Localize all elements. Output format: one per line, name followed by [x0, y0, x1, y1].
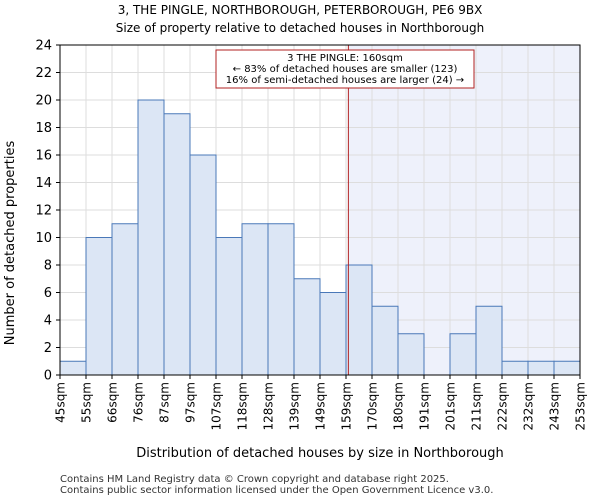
annotation-box	[215, 49, 475, 89]
bar	[397, 333, 425, 376]
annotation-line-3: 16% of semi-detached houses are larger (…	[226, 75, 464, 86]
bar	[241, 223, 269, 376]
bar	[267, 223, 295, 376]
x-tick-label: 149sqm	[314, 382, 328, 430]
y-tick-label: 18	[35, 121, 52, 136]
y-tick-label: 2	[44, 341, 52, 356]
y-tick-label: 24	[35, 39, 52, 54]
x-tick-label: 118sqm	[236, 382, 250, 430]
x-tick-label: 170sqm	[366, 382, 380, 430]
x-tick-label: 191sqm	[418, 382, 432, 430]
y-tick-label: 12	[35, 204, 52, 219]
bar	[527, 360, 555, 376]
bar	[189, 154, 217, 376]
bar	[345, 264, 373, 376]
bar	[163, 113, 191, 376]
x-tick-label: 211sqm	[470, 382, 484, 430]
bar	[85, 237, 113, 376]
bar	[59, 360, 87, 376]
y-tick-label: 20	[35, 94, 52, 109]
x-tick-label: 180sqm	[392, 382, 406, 430]
y-tick-label: 16	[35, 149, 52, 164]
x-axis-label: Distribution of detached houses by size …	[136, 446, 504, 461]
x-tick-label: 66sqm	[106, 382, 120, 423]
y-axis-label: Number of detached properties	[3, 141, 18, 346]
y-tick-label: 0	[44, 369, 52, 384]
x-tick-label: 201sqm	[444, 382, 458, 430]
x-tick-label: 253sqm	[574, 382, 588, 430]
x-tick-label: 55sqm	[80, 382, 94, 423]
bar	[137, 99, 165, 376]
chart-title: 3, THE PINGLE, NORTHBOROUGH, PETERBOROUG…	[118, 3, 483, 17]
bar	[215, 237, 243, 376]
y-tick-label: 10	[35, 231, 52, 246]
bar	[475, 305, 503, 376]
x-axis-ticks: 45sqm 55sqm 66sqm 76sqm 87sqm 97sqm 107sqm 118s…	[54, 375, 588, 430]
x-tick-label: 222sqm	[496, 382, 510, 430]
x-tick-label: 159sqm	[340, 382, 354, 430]
bar	[371, 305, 399, 376]
chart-subtitle: Size of property relative to detached ho…	[116, 21, 484, 35]
footer-line-2: Contains public sector information licen…	[60, 485, 493, 496]
y-tick-label: 4	[44, 314, 52, 329]
x-tick-label: 97sqm	[184, 382, 198, 423]
x-tick-label: 76sqm	[132, 382, 146, 423]
x-tick-label: 107sqm	[210, 382, 224, 430]
footer-line-1: Contains HM Land Registry data © Crown c…	[60, 474, 449, 485]
x-tick-label: 243sqm	[548, 382, 562, 430]
x-tick-label: 128sqm	[262, 382, 276, 430]
x-tick-label: 139sqm	[288, 382, 302, 430]
x-tick-label: 45sqm	[54, 382, 68, 423]
bar	[293, 278, 321, 376]
annotation-line-1: 3 THE PINGLE: 160sqm	[287, 53, 403, 64]
annotation-line-2: ← 83% of detached houses are smaller (12…	[233, 64, 458, 75]
y-tick-label: 22	[35, 66, 52, 81]
bar	[319, 292, 347, 376]
bar	[111, 223, 139, 376]
bar	[449, 333, 477, 376]
y-tick-label: 14	[35, 176, 52, 191]
x-tick-label: 232sqm	[522, 382, 536, 430]
bar	[553, 360, 581, 376]
y-tick-label: 8	[44, 259, 52, 274]
x-tick-label: 87sqm	[158, 382, 172, 423]
y-tick-label: 6	[44, 286, 52, 301]
bar	[501, 360, 529, 376]
